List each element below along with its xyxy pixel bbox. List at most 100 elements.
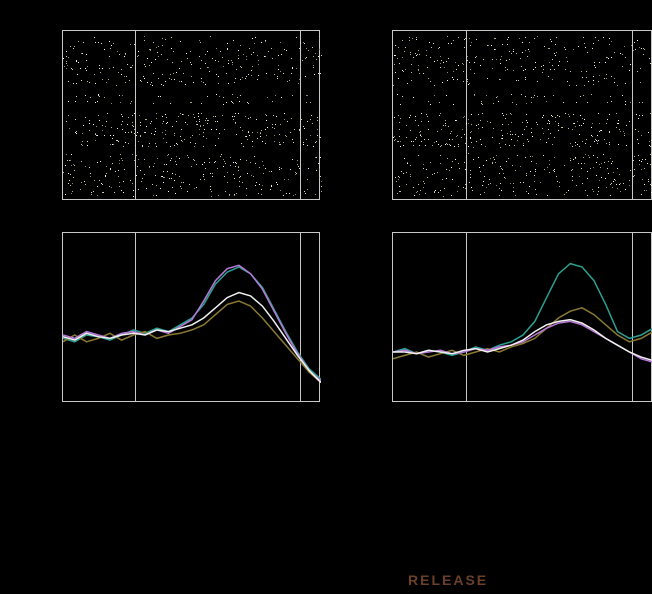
noise-dot [86,70,87,71]
noise-dot [203,82,204,83]
noise-dot [315,194,316,195]
noise-dot [446,178,447,179]
noise-dot [76,96,77,97]
noise-dot [550,69,551,70]
noise-dot [582,118,583,119]
noise-dot [599,75,600,76]
noise-dot [592,123,593,124]
noise-dot [117,140,118,141]
noise-dot [248,131,249,132]
noise-dot [548,48,549,49]
chart-grid: RELEASE [0,0,652,594]
noise-dot [132,65,133,66]
noise-dot [243,146,244,147]
noise-dot [164,164,165,165]
noise-dot [199,119,200,120]
noise-dot [483,165,484,166]
noise-dot [294,129,295,130]
noise-dot [195,143,196,144]
noise-dot [187,155,188,156]
noise-dot [315,142,316,143]
noise-dot [559,186,560,187]
noise-dot [531,132,532,133]
noise-dot [596,162,597,163]
noise-dot [644,190,645,191]
noise-dot [606,143,607,144]
noise-dot [277,184,278,185]
noise-dot [599,123,600,124]
noise-dot [532,156,533,157]
noise-dot [140,135,141,136]
noise-dot [181,129,182,130]
noise-dot [549,164,550,165]
noise-dot [158,96,159,97]
noise-dot [594,62,595,63]
noise-dot [641,48,642,49]
noise-dot [499,143,500,144]
noise-dot [98,42,99,43]
noise-dot [321,186,322,187]
noise-dot [140,122,141,123]
noise-dot [252,38,253,39]
noise-dot [554,137,555,138]
noise-dot [293,195,294,196]
noise-dot [265,56,266,57]
noise-dot [72,191,73,192]
noise-dot [302,60,303,61]
noise-dot [423,168,424,169]
noise-dot [258,75,259,76]
noise-dot [479,167,480,168]
noise-dot [180,186,181,187]
noise-dot [593,80,594,81]
noise-dot [492,137,493,138]
noise-dot [417,191,418,192]
noise-dot [315,53,316,54]
noise-dot [135,133,136,134]
noise-dot [573,49,574,50]
noise-dot [276,116,277,117]
noise-dot [241,67,242,68]
noise-dot [417,54,418,55]
noise-dot [186,53,187,54]
noise-dot [595,139,596,140]
noise-dot [200,125,201,126]
noise-dot [271,185,272,186]
noise-dot [528,141,529,142]
noise-dot [283,73,284,74]
noise-dot [599,180,600,181]
noise-dot [452,179,453,180]
noise-dot [201,103,202,104]
noise-dot [573,123,574,124]
noise-dot [587,102,588,103]
noise-dot [550,133,551,134]
noise-dot [474,94,475,95]
noise-dot [216,129,217,130]
noise-dot [82,133,83,134]
noise-dot [453,71,454,72]
noise-dot [172,173,173,174]
noise-dot [452,139,453,140]
noise-dot [71,165,72,166]
noise-dot [437,172,438,173]
noise-dot [191,102,192,103]
noise-dot [110,48,111,49]
noise-dot [310,135,311,136]
noise-dot [125,53,126,54]
noise-dot [283,195,284,196]
noise-dot [484,192,485,193]
noise-dot [498,101,499,102]
noise-dot [239,186,240,187]
noise-dot [584,85,585,86]
noise-dot [423,164,424,165]
noise-dot [527,56,528,57]
noise-dot [259,184,260,185]
noise-dot [553,95,554,96]
noise-dot [622,54,623,55]
noise-dot [595,67,596,68]
noise-dot [301,119,302,120]
noise-dot [585,190,586,191]
noise-dot [278,55,279,56]
noise-dot [586,77,587,78]
noise-dot [203,146,204,147]
noise-dot [319,124,320,125]
